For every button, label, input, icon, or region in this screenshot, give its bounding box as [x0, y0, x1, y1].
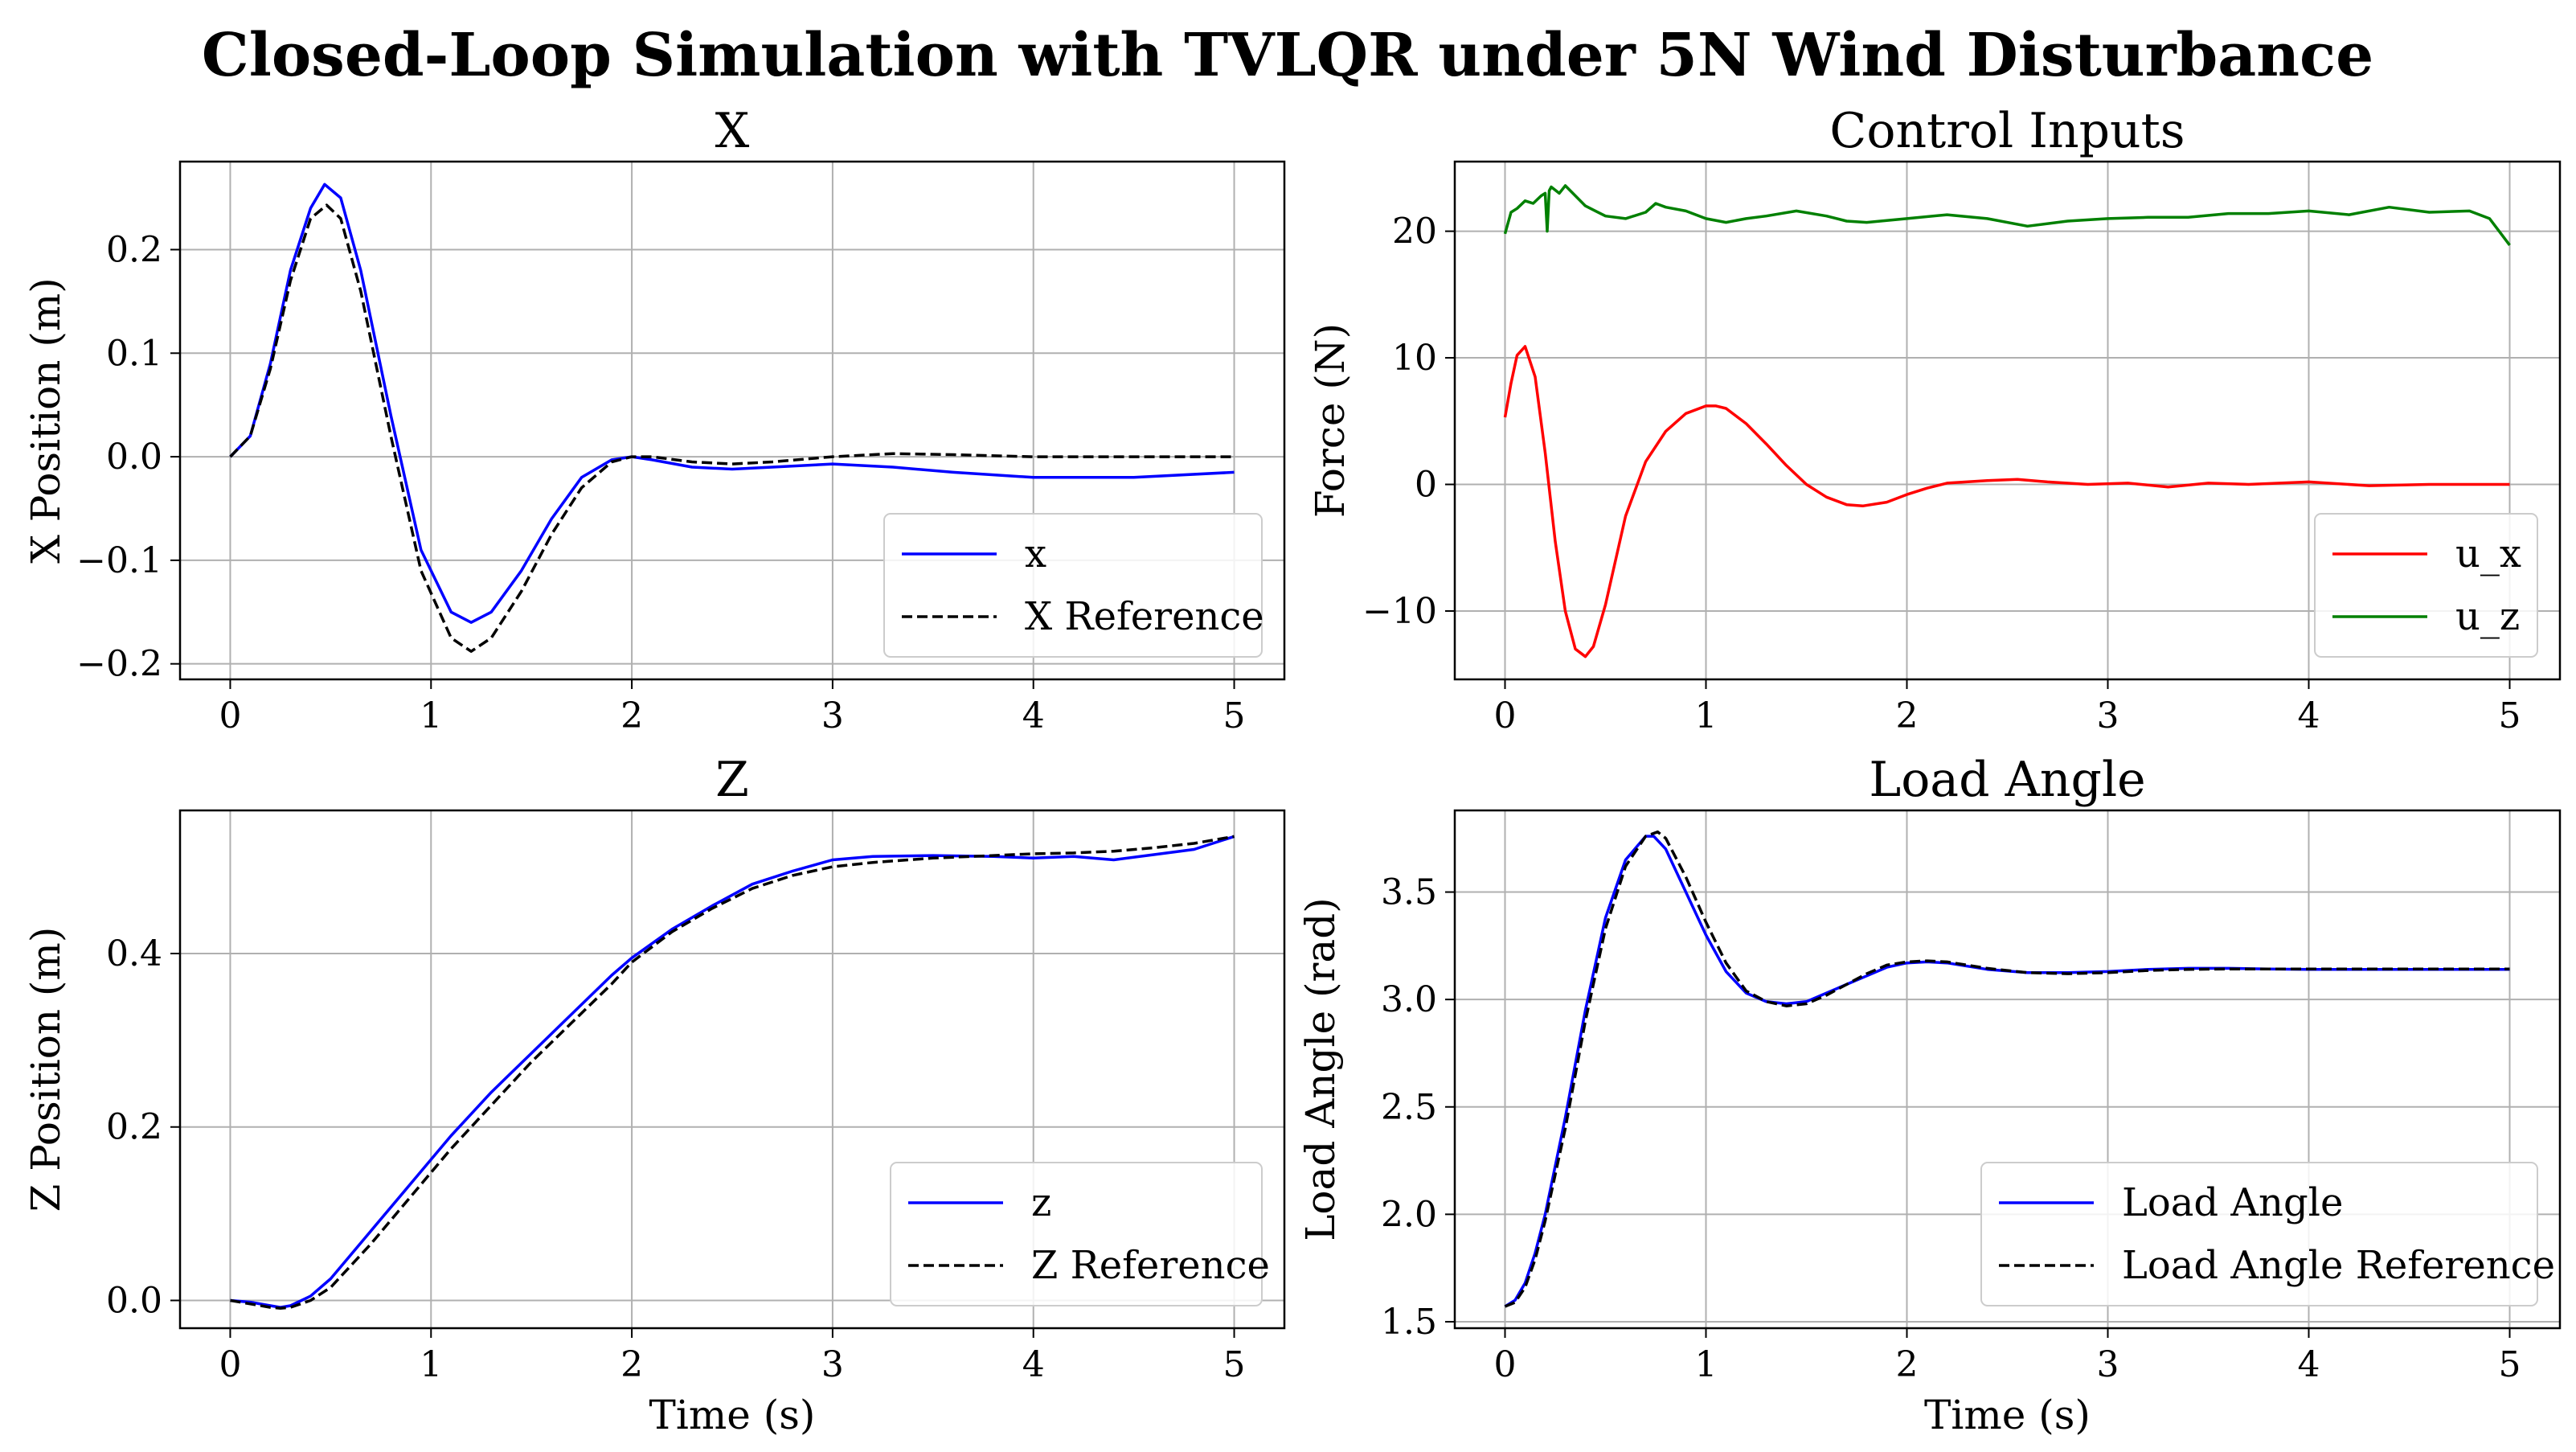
y-tick-label: −0.1 [76, 540, 162, 581]
x-tick-label: 3 [821, 1344, 844, 1385]
series-line-load-angle-reference [1504, 830, 2510, 1308]
chart-title: Z [715, 752, 749, 808]
x-tick-label: 4 [1022, 1344, 1045, 1385]
x-tick-label: 0 [219, 1344, 241, 1385]
axes-frame [1453, 160, 2562, 681]
legend-label: Z Reference [1031, 1243, 1270, 1288]
y-tick-label: 20 [1392, 211, 1437, 252]
x-tick-label: 1 [1695, 695, 1718, 736]
y-tick-label: −0.2 [76, 644, 162, 685]
x-tick-label: 2 [1896, 695, 1919, 736]
y-tick-label: 0.1 [106, 333, 162, 374]
y-tick-label: 2.5 [1381, 1087, 1437, 1128]
series-line-x [229, 183, 1235, 624]
x-tick-label: 4 [2298, 695, 2320, 736]
x-tick-label: 3 [2097, 1344, 2119, 1385]
x-tick-label: 2 [620, 1344, 643, 1385]
y-tick-label: 0.4 [106, 933, 162, 974]
x-tick-label: 2 [1896, 1344, 1919, 1385]
chart-z: 0 1 2 3 4 5 0.0 0.2 0.4 Z Time (s) Z Position (m) zZ… [23, 752, 1286, 1438]
figure-suptitle: Closed-Loop Simulation with TVLQR under … [202, 21, 2373, 90]
x-tick-label: 1 [420, 695, 442, 736]
x-tick-label: 5 [2499, 695, 2521, 736]
y-tick-label: 3.0 [1381, 979, 1437, 1020]
chart-title: X [715, 103, 750, 159]
y-tick-label: 0.0 [106, 437, 162, 478]
chart-x: 0 1 2 3 4 5 −0.2 −0.1 0.0 0.1 0.2 X X Position (m) xX… [23, 103, 1286, 736]
x-tick-label: 1 [1695, 1344, 1718, 1385]
x-tick-label: 4 [2298, 1344, 2320, 1385]
x-axis-label: Time (s) [1924, 1392, 2091, 1438]
x-tick-label: 4 [1022, 695, 1045, 736]
y-tick-label: 2.0 [1381, 1194, 1437, 1235]
x-tick-label: 3 [2097, 695, 2119, 736]
chart-title: Load Angle [1869, 752, 2145, 808]
y-axis-label: Force (N) [1307, 323, 1354, 518]
y-tick-label: 0.2 [106, 229, 162, 270]
legend-label: x [1025, 531, 1046, 576]
axes-frame [178, 809, 1286, 1330]
chart-u: 0 1 2 3 4 5 −10 0 10 20 Control Inputs Force (N) u_x… [1307, 103, 2562, 736]
x-tick-label: 1 [420, 1344, 442, 1385]
axes-frame [1453, 809, 2562, 1330]
legend-box [883, 513, 1263, 658]
legend-box [890, 1162, 1263, 1306]
legend-label: z [1031, 1180, 1051, 1225]
x-tick-label: 5 [1223, 695, 1246, 736]
y-tick-label: 10 [1392, 338, 1437, 379]
series-line-u-x [1503, 345, 2510, 658]
legend-box [1980, 1162, 2538, 1306]
y-axis-label: X Position (m) [23, 277, 69, 564]
y-tick-label: 1.5 [1381, 1302, 1437, 1343]
legend-label: u_z [2455, 594, 2520, 639]
legend-label: u_x [2455, 531, 2521, 576]
y-tick-label: 3.5 [1381, 872, 1437, 913]
legend-label: X Reference [1025, 594, 1264, 639]
x-tick-label: 0 [219, 695, 241, 736]
x-tick-label: 2 [620, 695, 643, 736]
axes-frame [178, 160, 1286, 681]
series-line-x-reference [229, 203, 1235, 653]
y-tick-label: 0 [1415, 465, 1437, 506]
x-tick-label: 5 [1223, 1344, 1246, 1385]
chart-theta: 0 1 2 3 4 5 1.5 2.0 2.5 3.0 3.5 Load Angle Time (s) L… [1297, 752, 2562, 1438]
y-axis-label: Load Angle (rad) [1297, 897, 1344, 1241]
y-tick-label: 0.0 [106, 1280, 162, 1321]
x-tick-label: 0 [1494, 695, 1517, 736]
y-tick-label: 0.2 [106, 1107, 162, 1148]
x-tick-label: 5 [2499, 1344, 2521, 1385]
chart-title: Control Inputs [1829, 103, 2185, 159]
x-tick-label: 3 [821, 695, 844, 736]
legend-label: Load Angle Reference [2122, 1243, 2555, 1288]
x-tick-label: 0 [1494, 1344, 1517, 1385]
series-line-z [230, 835, 1235, 1309]
legend-box [2314, 513, 2538, 658]
y-axis-label: Z Position (m) [23, 927, 69, 1212]
legend-label: Load Angle [2122, 1180, 2343, 1225]
series-line-u-z [1503, 184, 2511, 246]
y-tick-label: −10 [1362, 591, 1437, 632]
x-axis-label: Time (s) [649, 1392, 816, 1438]
